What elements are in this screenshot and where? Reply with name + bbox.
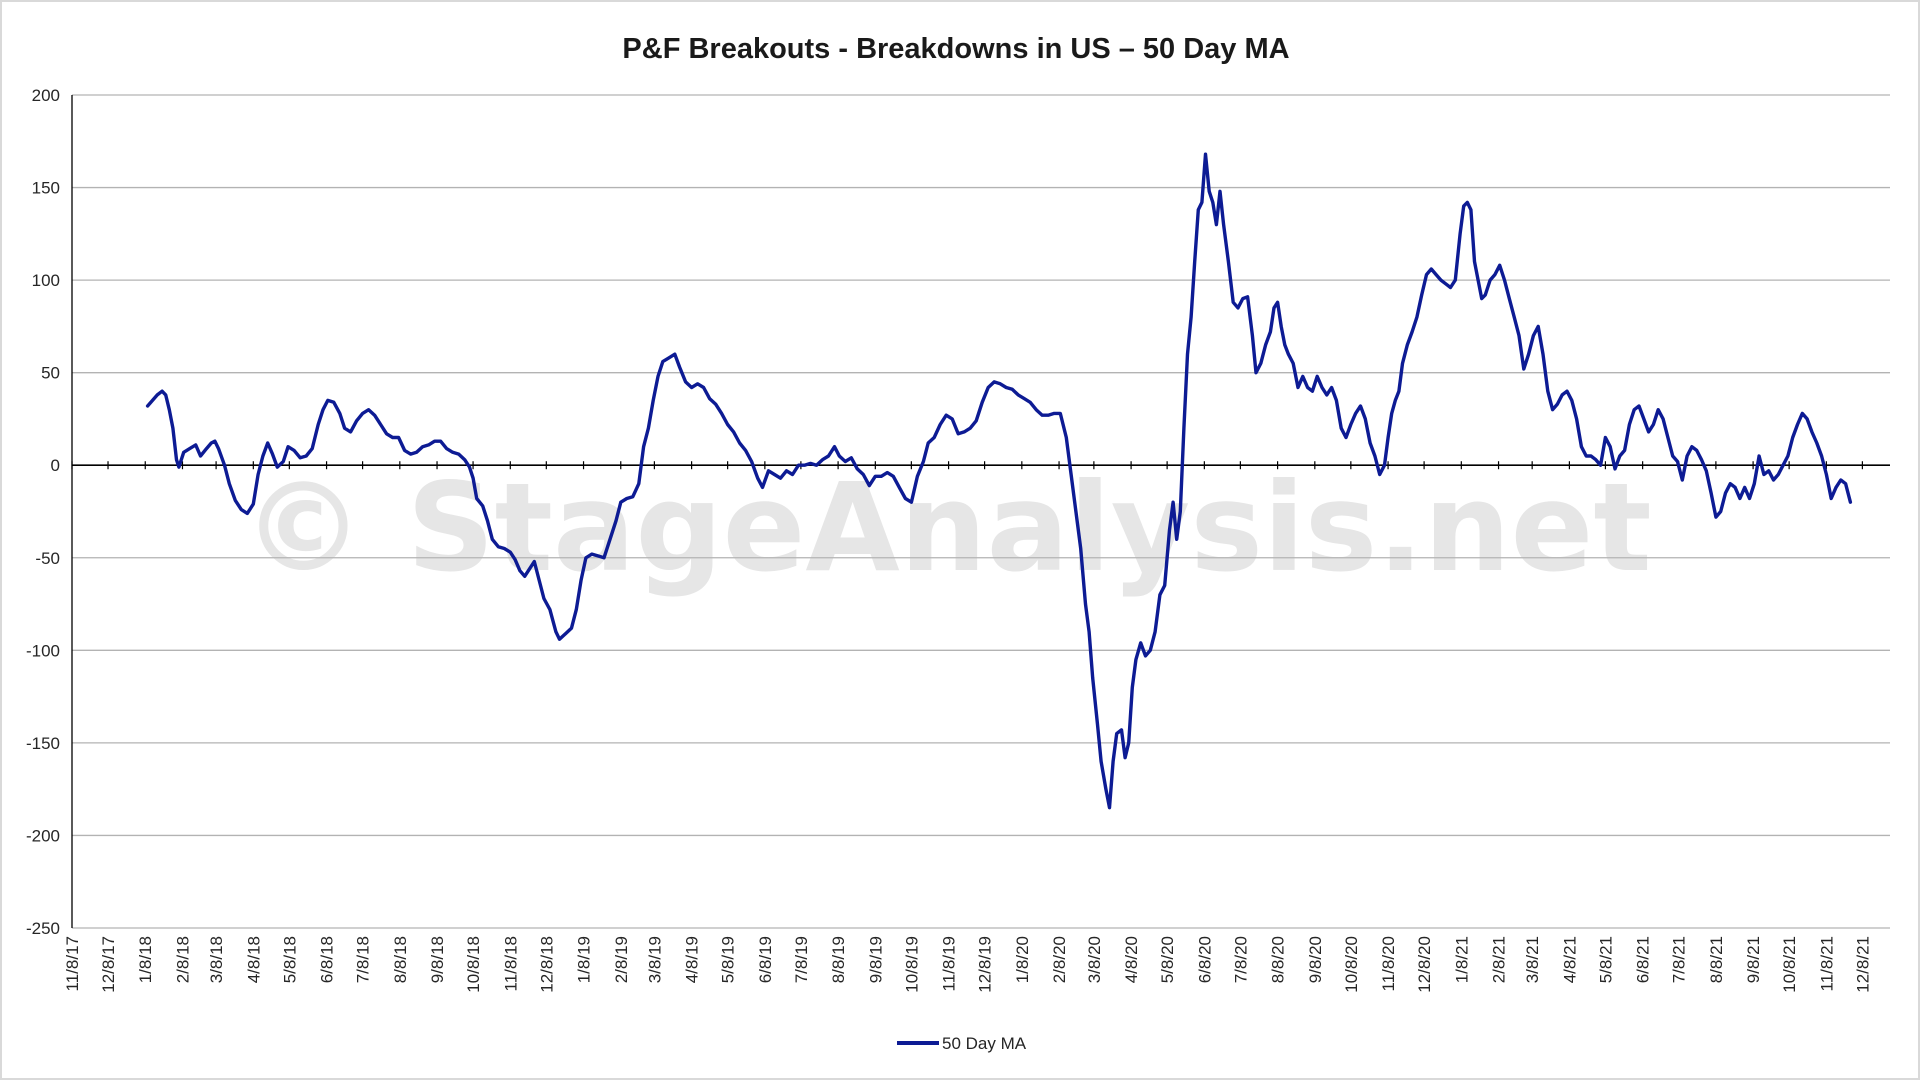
y-tick-label: 100	[32, 271, 60, 290]
x-tick-label: 8/8/18	[391, 936, 410, 983]
x-tick-label: 10/8/19	[902, 936, 921, 993]
x-tick-label: 12/8/20	[1415, 936, 1434, 993]
x-tick-label: 12/8/19	[976, 936, 995, 993]
x-tick-label: 12/8/21	[1853, 936, 1872, 993]
x-tick-label: 3/8/19	[645, 936, 664, 983]
x-tick-label: 7/8/18	[354, 936, 373, 983]
x-tick-label: 2/8/20	[1050, 936, 1069, 983]
x-tick-label: 11/8/20	[1379, 936, 1398, 991]
x-tick-label: 10/8/21	[1780, 936, 1799, 993]
x-tick-label: 8/8/19	[829, 936, 848, 983]
y-tick-label: 150	[32, 179, 60, 198]
x-tick-label: 5/8/18	[280, 936, 299, 983]
y-tick-label: -200	[26, 826, 60, 845]
x-tick-label: 3/8/21	[1523, 936, 1542, 983]
y-tick-label: -50	[35, 549, 60, 568]
x-tick-label: 4/8/19	[683, 936, 702, 983]
x-tick-label: 1/8/19	[575, 936, 594, 983]
x-tick-label: 6/8/20	[1195, 936, 1214, 983]
series-layer	[145, 152, 1853, 810]
x-tick-label: 7/8/20	[1231, 936, 1250, 983]
legend[interactable]: 50 Day MA	[897, 1034, 1027, 1053]
x-tick-label: 9/8/20	[1306, 936, 1325, 983]
y-tick-label: -150	[26, 734, 60, 753]
x-tick-label: 5/8/21	[1596, 936, 1615, 983]
x-tick-label: 11/8/17	[63, 936, 82, 991]
y-tick-label: 0	[51, 456, 60, 475]
x-tick-label: 4/8/18	[244, 936, 263, 983]
x-tick-label: 1/8/20	[1013, 936, 1032, 983]
x-tick-label: 10/8/18	[464, 936, 483, 993]
x-tick-label: 11/8/18	[501, 936, 520, 991]
x-tick-label: 4/8/20	[1122, 936, 1141, 983]
x-tick-label: 5/8/20	[1158, 936, 1177, 983]
y-tick-label: -100	[26, 641, 60, 660]
x-tick-label: 9/8/18	[428, 936, 447, 983]
x-tick-label: 5/8/19	[719, 936, 738, 983]
chart-title: P&F Breakouts - Breakdowns in US – 50 Da…	[622, 33, 1289, 65]
y-tick-label: -250	[26, 919, 60, 938]
x-tick-label: 7/8/19	[792, 936, 811, 983]
watermark: © StageAnalysis.net	[242, 457, 1651, 599]
x-tick-label: 8/8/21	[1707, 936, 1726, 983]
gridlines	[72, 94, 1890, 929]
x-tick-label: 3/8/20	[1085, 936, 1104, 983]
y-tick-label: 50	[41, 364, 60, 383]
x-tick-label: 11/8/21	[1817, 936, 1836, 991]
x-tick-label: 7/8/21	[1670, 936, 1689, 983]
series-line-50-day-ma	[145, 152, 1853, 810]
legend-label-50-day-ma: 50 Day MA	[942, 1034, 1027, 1053]
x-tick-label: 6/8/18	[318, 936, 337, 983]
x-tick-label: 6/8/19	[756, 936, 775, 983]
x-tick-label: 2/8/19	[612, 936, 631, 983]
x-tick-label: 11/8/19	[940, 936, 959, 991]
x-tick-label: 10/8/20	[1342, 936, 1361, 993]
x-tick-label: 4/8/21	[1560, 936, 1579, 983]
x-tick-label: 2/8/18	[173, 936, 192, 983]
x-tick-label: 9/8/19	[866, 936, 885, 983]
y-tick-label: 200	[32, 86, 60, 105]
x-tick-label: 8/8/20	[1269, 936, 1288, 983]
x-tick-label: 2/8/21	[1490, 936, 1509, 983]
x-tick-label: 9/8/21	[1744, 936, 1763, 983]
x-tick-label: 1/8/21	[1452, 936, 1471, 983]
x-tick-label: 12/8/18	[537, 936, 556, 993]
x-tick-label: 6/8/21	[1634, 936, 1653, 983]
x-tick-label: 12/8/17	[99, 936, 118, 993]
x-tick-label: 1/8/18	[136, 936, 155, 983]
x-tick-label: 3/8/18	[207, 936, 226, 983]
